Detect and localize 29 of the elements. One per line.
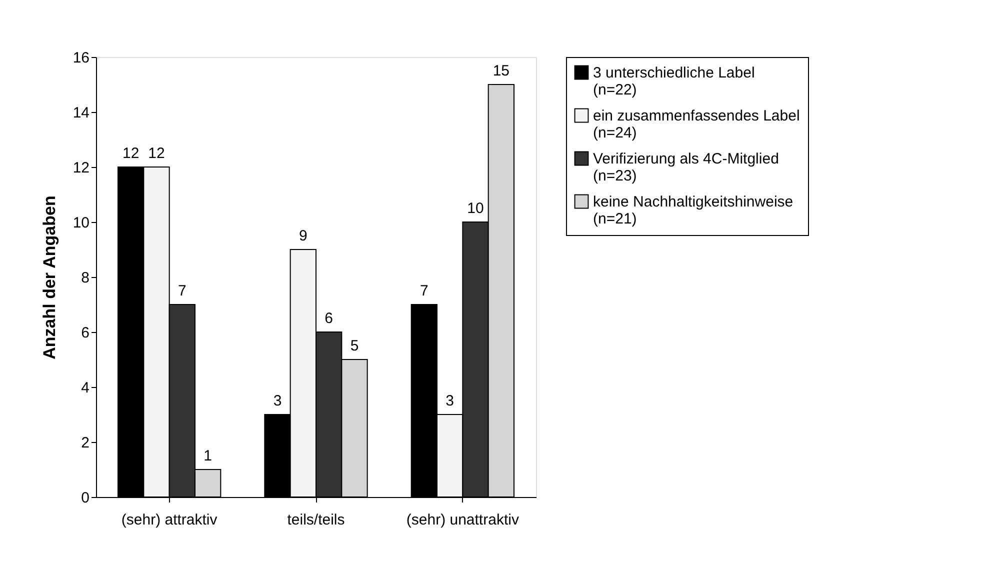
data-label: 12 <box>148 145 165 162</box>
y-tick-label: 10 <box>72 214 90 232</box>
data-label: 10 <box>467 200 484 217</box>
y-tick-label: 6 <box>81 324 90 342</box>
data-label: 3 <box>446 392 454 410</box>
data-label: 12 <box>122 145 140 162</box>
legend-label: 3 unterschiedliche Label (n=22) <box>593 64 755 98</box>
x-tick-label: teils/teils <box>287 512 345 528</box>
data-label: 9 <box>298 228 308 244</box>
data-label: 6 <box>324 310 334 327</box>
y-tick-label: 14 <box>72 104 90 122</box>
data-label: 1 <box>204 448 212 464</box>
x-tick-label: (sehr) unattraktiv <box>406 512 520 528</box>
y-tick-label: 8 <box>81 270 90 286</box>
y-tick-label: 0 <box>81 490 90 506</box>
data-label: 7 <box>420 282 428 300</box>
y-axis-title: Anzahl der Angaben <box>40 196 59 360</box>
y-tick-label: 16 <box>72 50 90 66</box>
y-tick-label: 4 <box>81 380 90 396</box>
data-label: 5 <box>350 338 359 354</box>
data-label: 3 <box>273 392 282 410</box>
data-label: 7 <box>178 282 186 300</box>
legend-label: ein zusammenfassendes Label (n=24) <box>593 108 800 142</box>
y-tick-label: 2 <box>81 434 90 452</box>
y-tick-label: 12 <box>72 160 90 176</box>
x-tick-label: (sehr) attraktiv <box>121 512 218 528</box>
legend-label: keine Nachhaltigkeitshinweise (n=21) <box>593 194 794 228</box>
legend-label: Verifizierung als 4C-Mitglied (n=23) <box>593 150 779 184</box>
data-label: 15 <box>492 62 510 80</box>
